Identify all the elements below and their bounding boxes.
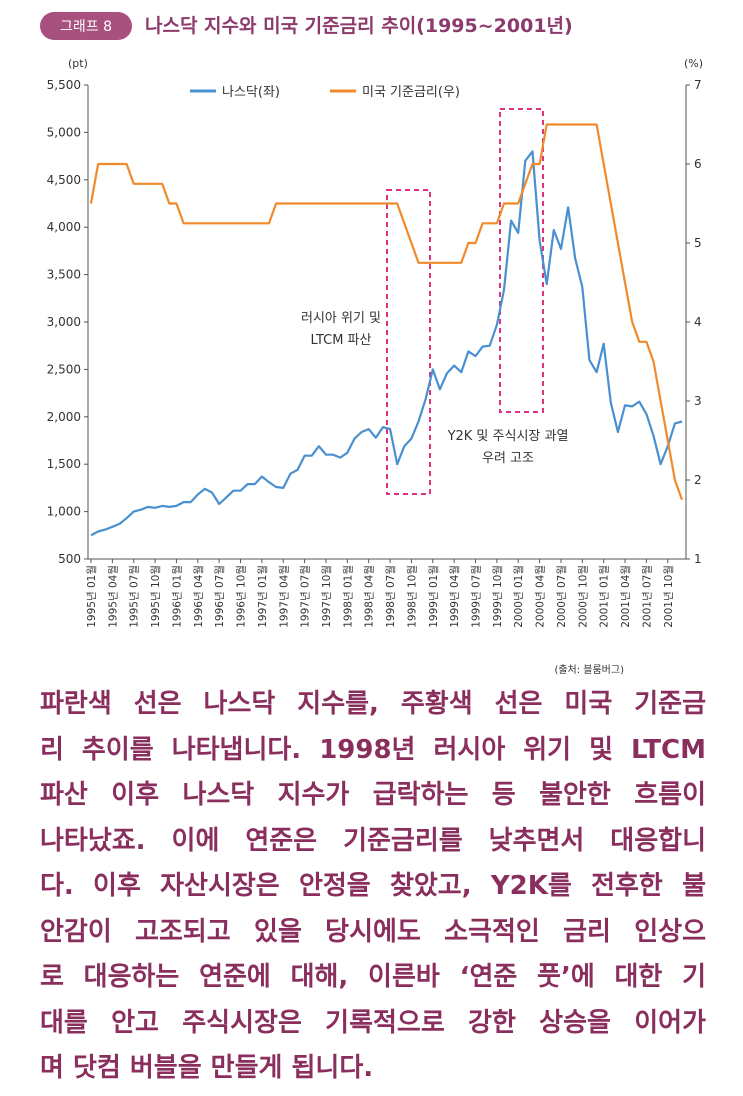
x-tick-label: 2001년 07월 [641,565,653,628]
y-tick-label: 5,500 [47,78,81,92]
x-tick-label: 1997년 01월 [257,565,269,628]
x-tick-label: 1995년 07월 [129,565,141,628]
x-tick-label: 1996년 07월 [214,565,226,628]
x-tick-label: 1996년 10월 [236,565,248,628]
y-tick-label: 4,500 [47,173,81,187]
x-tick-label: 1997년 10월 [321,565,333,628]
x-tick-label: 1998년 04월 [364,565,376,628]
x-tick-label: 2001년 01월 [599,565,611,628]
y-tick-label: 3,000 [47,315,81,329]
y2-unit: (%) [684,57,703,70]
body-line: 안감이 고조되고 있을 당시에도 소극적인 금리 인상으 [40,916,706,947]
x-tick-label: 1995년 01월 [86,565,98,628]
y-unit: (pt) [68,57,88,70]
x-tick-label: 1995년 04월 [107,565,119,628]
x-tick-label: 1999년 04월 [449,565,461,628]
y2-tick-label: 6 [694,157,702,171]
annotation: 우려 고조 [482,451,534,466]
body-line: 대를 안고 주식시장은 기록적으로 강한 상승을 이어가 [40,1007,706,1038]
highlight-box [386,189,431,495]
x-tick-label: 1996년 01월 [171,565,183,628]
y-tick-label: 3,500 [47,268,81,282]
annotation: 러시아 위기 및 [301,311,381,326]
x-tick-label: 2000년 01월 [513,565,525,628]
x-tick-label: 1999년 07월 [471,565,483,628]
legend-label: 미국 기준금리(우) [362,85,460,100]
x-tick-label: 2000년 04월 [535,565,547,628]
y2-tick-label: 5 [694,236,702,250]
y-tick-label: 1,000 [47,505,81,519]
badge: 그래프 8 [60,19,112,35]
annotation: LTCM 파산 [311,333,372,348]
x-tick-label: 1998년 07월 [385,565,397,628]
highlight-box [499,108,544,413]
y2-tick-label: 7 [694,78,702,92]
x-tick-label: 1996년 04월 [193,565,205,628]
legend-label: 나스닥(좌) [222,85,280,100]
x-tick-label: 2000년 10월 [577,565,589,628]
annotation: Y2K 및 주식시장 과열 [447,429,569,444]
x-tick-label: 1997년 07월 [300,565,312,628]
x-tick-label: 1999년 10월 [492,565,504,628]
x-tick-label: 1997년 04월 [278,565,290,628]
chart-title: 나스닥 지수와 미국 기준금리 추이(1995~2001년) [145,15,573,37]
body-line: 파란색 선은 나스닥 지수를, 주황색 선은 미국 기준금 [40,689,706,719]
body-line: 나타났죠. 이에 연준은 기준금리를 낮추면서 대응합니 [40,825,706,856]
y2-tick-label: 3 [694,394,702,408]
chart: 그래프 8 나스닥 지수와 미국 기준금리 추이(1995~2001년) (pt… [40,12,703,676]
body-line: 리 추이를 나타냅니다. 1998년 러시아 위기 및 LTCM [40,734,706,765]
y-tick-label: 1,500 [47,457,81,471]
y2-tick-label: 1 [694,552,702,566]
x-tick-label: 2000년 07월 [556,565,568,628]
y-tick-label: 5,000 [47,125,81,139]
series-line [90,150,683,537]
x-tick-label: 1995년 10월 [150,565,162,628]
x-tick-label: 2001년 10월 [663,565,675,628]
source: (출처: 블룸버그) [554,664,624,676]
x-tick-label: 2001년 04월 [620,565,632,628]
y-tick-label: 500 [58,552,81,566]
badge-bg [40,12,132,40]
y2-tick-label: 4 [694,315,702,329]
y2-tick-label: 2 [694,473,702,487]
x-tick-label: 1998년 10월 [406,565,418,628]
y-tick-label: 2,000 [47,410,81,424]
y-tick-label: 4,000 [47,220,81,234]
x-tick-label: 1999년 01월 [428,565,440,628]
x-tick-label: 1998년 01월 [342,565,354,628]
body-line: 다. 이후 자산시장은 안정을 찾았고, Y2K를 전후한 불 [40,871,706,901]
body-line: 파산 이후 나스닥 지수가 급락하는 등 불안한 흐름이 [40,780,706,810]
body-line: 로 대응하는 연준에 대해, 이른바 ‘연준 풋’에 대한 기 [40,962,706,992]
y-tick-label: 2,500 [47,362,81,376]
body-line: 며 닷컴 버블을 만들게 됩니다. [40,1053,374,1083]
series-line [89,123,684,501]
